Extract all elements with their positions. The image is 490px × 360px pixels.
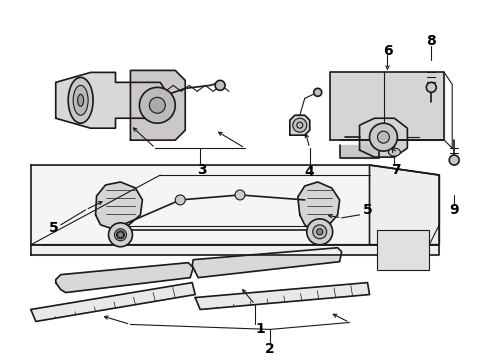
Polygon shape	[56, 72, 165, 128]
Circle shape	[307, 219, 333, 245]
Text: 6: 6	[383, 44, 392, 58]
Circle shape	[115, 229, 126, 241]
Circle shape	[108, 223, 132, 247]
Polygon shape	[195, 283, 369, 310]
Circle shape	[313, 225, 327, 239]
Ellipse shape	[77, 94, 84, 106]
Polygon shape	[96, 182, 143, 230]
Text: 5: 5	[363, 203, 372, 217]
Circle shape	[149, 97, 165, 113]
Polygon shape	[290, 115, 310, 135]
Circle shape	[426, 82, 436, 92]
Polygon shape	[56, 263, 193, 293]
Text: 4: 4	[305, 165, 315, 179]
Circle shape	[317, 229, 323, 235]
Polygon shape	[31, 245, 439, 255]
Polygon shape	[192, 248, 342, 278]
Text: 8: 8	[426, 33, 436, 48]
Polygon shape	[298, 182, 340, 232]
Ellipse shape	[389, 148, 400, 156]
Text: 9: 9	[449, 203, 459, 217]
Circle shape	[369, 123, 397, 151]
Circle shape	[449, 155, 459, 165]
Ellipse shape	[68, 77, 93, 123]
FancyBboxPatch shape	[377, 230, 429, 270]
Polygon shape	[130, 71, 185, 140]
Polygon shape	[330, 72, 444, 140]
Polygon shape	[369, 165, 439, 245]
Text: 7: 7	[392, 163, 401, 177]
Text: 2: 2	[265, 342, 275, 356]
Text: 5: 5	[49, 221, 59, 235]
Polygon shape	[31, 283, 195, 321]
Circle shape	[215, 80, 225, 90]
Text: 3: 3	[197, 163, 207, 177]
Text: 1: 1	[255, 323, 265, 337]
Circle shape	[377, 131, 390, 143]
Circle shape	[235, 190, 245, 200]
Circle shape	[175, 195, 185, 205]
Polygon shape	[31, 165, 439, 245]
Ellipse shape	[73, 85, 88, 115]
Polygon shape	[340, 145, 379, 158]
Polygon shape	[360, 118, 407, 157]
Circle shape	[293, 118, 307, 132]
Circle shape	[140, 87, 175, 123]
Circle shape	[314, 88, 322, 96]
Circle shape	[118, 232, 123, 238]
